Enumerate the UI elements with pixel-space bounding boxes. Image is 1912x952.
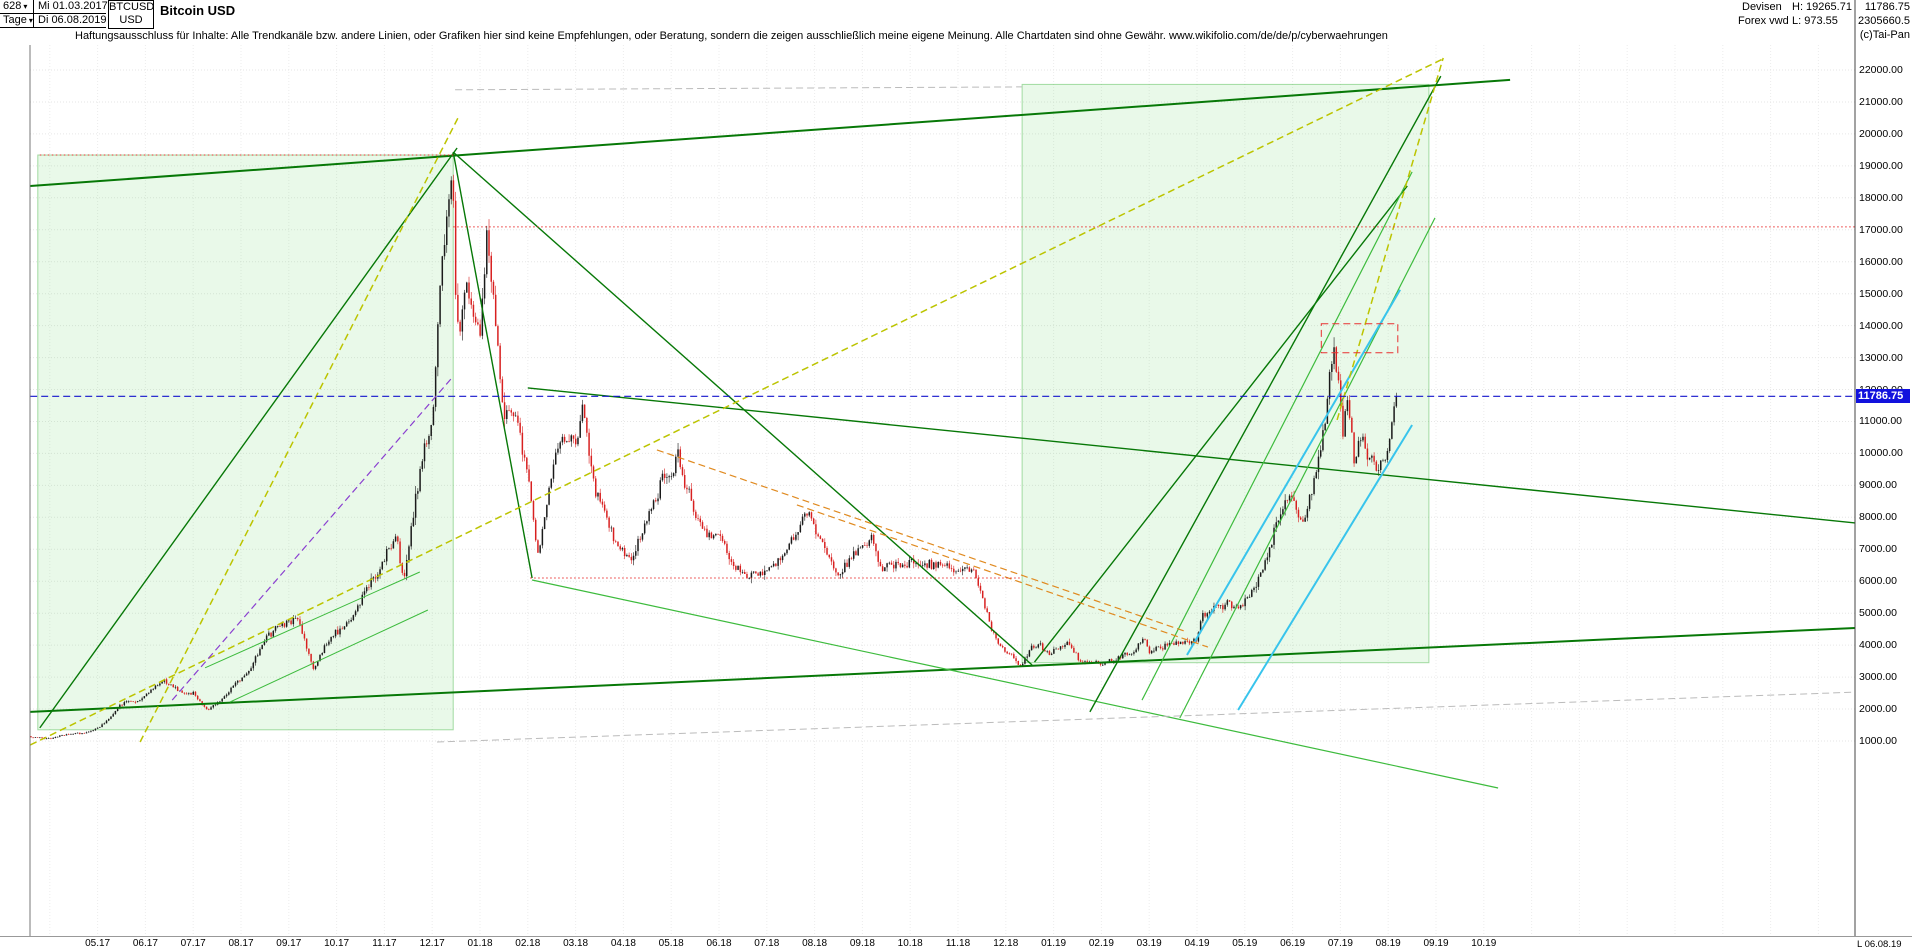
high-value: H: 19265.71 xyxy=(1792,1,1852,13)
x-axis-label: 12.18 xyxy=(993,938,1019,949)
y-axis-label: 18000.00 xyxy=(1859,191,1903,204)
x-axis-label: 03.19 xyxy=(1136,938,1162,949)
x-axis-label: 07.19 xyxy=(1327,938,1353,949)
y-axis-label: 7000.00 xyxy=(1859,543,1897,556)
y-axis-label: 11000.00 xyxy=(1859,415,1903,428)
bars-count-control[interactable]: 628 ▾ xyxy=(0,0,34,13)
date-to-field[interactable]: Di 06.08.2019 xyxy=(38,14,107,26)
last-price-value: 11786.75 xyxy=(1864,1,1910,13)
currency-label: USD xyxy=(119,14,143,26)
y-axis-label: 4000.00 xyxy=(1859,639,1897,652)
source-label: Forex vwd xyxy=(1738,15,1789,27)
y-axis-label: 14000.00 xyxy=(1859,319,1903,332)
y-axis-label: 22000.00 xyxy=(1859,64,1903,76)
period-control[interactable]: Tage ▾ xyxy=(0,14,34,27)
x-axis-label: 12.17 xyxy=(419,938,445,949)
copyright-label: (c)Tai-Pan xyxy=(1859,29,1910,41)
x-axis-label: 06.17 xyxy=(132,938,158,949)
y-axis-label: 2000.00 xyxy=(1859,703,1897,716)
x-axis-label: 08.17 xyxy=(228,938,254,949)
x-axis-label: 09.17 xyxy=(276,938,302,949)
y-axis-label: 21000.00 xyxy=(1859,95,1903,108)
period-value: Tage xyxy=(3,14,27,26)
x-axis-label: 09.18 xyxy=(849,938,875,949)
y-axis-label: 20000.00 xyxy=(1859,127,1903,140)
low-value: L: 973.55 xyxy=(1792,15,1838,27)
x-axis-label: 09.19 xyxy=(1423,938,1449,949)
y-axis-label: 8000.00 xyxy=(1859,511,1897,524)
y-axis-label: 3000.00 xyxy=(1859,671,1897,684)
price-tag: 11786.75 xyxy=(1856,389,1910,404)
y-axis-label: 6000.00 xyxy=(1859,575,1897,588)
category-label: Devisen xyxy=(1742,1,1782,13)
x-axis-label: 05.19 xyxy=(1232,938,1258,949)
y-axis-label: 19000.00 xyxy=(1859,159,1903,172)
x-axis-label: 05.18 xyxy=(658,938,684,949)
y-axis-label: 13000.00 xyxy=(1859,351,1903,364)
x-axis-label: 11.17 xyxy=(372,938,397,949)
date-from-field[interactable]: Mi 01.03.2017 xyxy=(38,0,108,12)
x-axis-label: 02.18 xyxy=(515,938,541,949)
y-axis-label: 1000.00 xyxy=(1859,735,1897,747)
y-axis-label: 9000.00 xyxy=(1859,479,1897,492)
x-axis-label: 08.18 xyxy=(802,938,828,949)
x-axis-label: 02.19 xyxy=(1088,938,1114,949)
symbol-label: BTCUSD xyxy=(109,1,155,13)
x-axis-label: 01.19 xyxy=(1041,938,1067,949)
x-axis-label: 10.19 xyxy=(1471,938,1497,949)
x-axis-label: 10.18 xyxy=(897,938,923,949)
y-axis-label: 15000.00 xyxy=(1859,287,1903,300)
y-axis-label: 5000.00 xyxy=(1859,607,1897,620)
x-axis-label: 04.19 xyxy=(1184,938,1210,949)
last-date-label: L 06.08.19 xyxy=(1857,939,1902,950)
x-axis-label: 07.18 xyxy=(754,938,780,949)
x-axis-label: 01.18 xyxy=(467,938,493,949)
x-axis-label: 03.18 xyxy=(563,938,589,949)
disclaimer-text: Haftungsausschluss für Inhalte: Alle Tre… xyxy=(75,30,1388,42)
x-axis-label: 06.19 xyxy=(1280,938,1306,949)
y-axis-label: 10000.00 xyxy=(1859,447,1903,460)
bars-count-value: 628 xyxy=(3,0,22,12)
caret-down-icon: ▾ xyxy=(23,2,28,11)
y-axis-label: 17000.00 xyxy=(1859,223,1903,236)
x-axis-label: 11.18 xyxy=(945,938,971,949)
volume-value: 2305660.5 xyxy=(1858,15,1910,27)
caret-down-icon: ▾ xyxy=(28,16,33,25)
x-axis-label: 08.19 xyxy=(1375,938,1401,949)
x-axis-label: 10.17 xyxy=(324,938,350,949)
x-axis-label: 04.18 xyxy=(610,938,636,949)
symbol-box[interactable]: BTCUSD USD xyxy=(108,0,154,29)
chart-title: Bitcoin USD xyxy=(160,3,236,18)
x-axis-label: 06.18 xyxy=(706,938,732,949)
y-axis-label: 16000.00 xyxy=(1859,255,1903,268)
header-bar: 628 ▾ Mi 01.03.2017 Tage ▾ Di 06.08.2019 xyxy=(0,0,108,28)
x-axis-label: 07.17 xyxy=(180,938,206,949)
x-axis-label: 05.17 xyxy=(85,938,111,949)
